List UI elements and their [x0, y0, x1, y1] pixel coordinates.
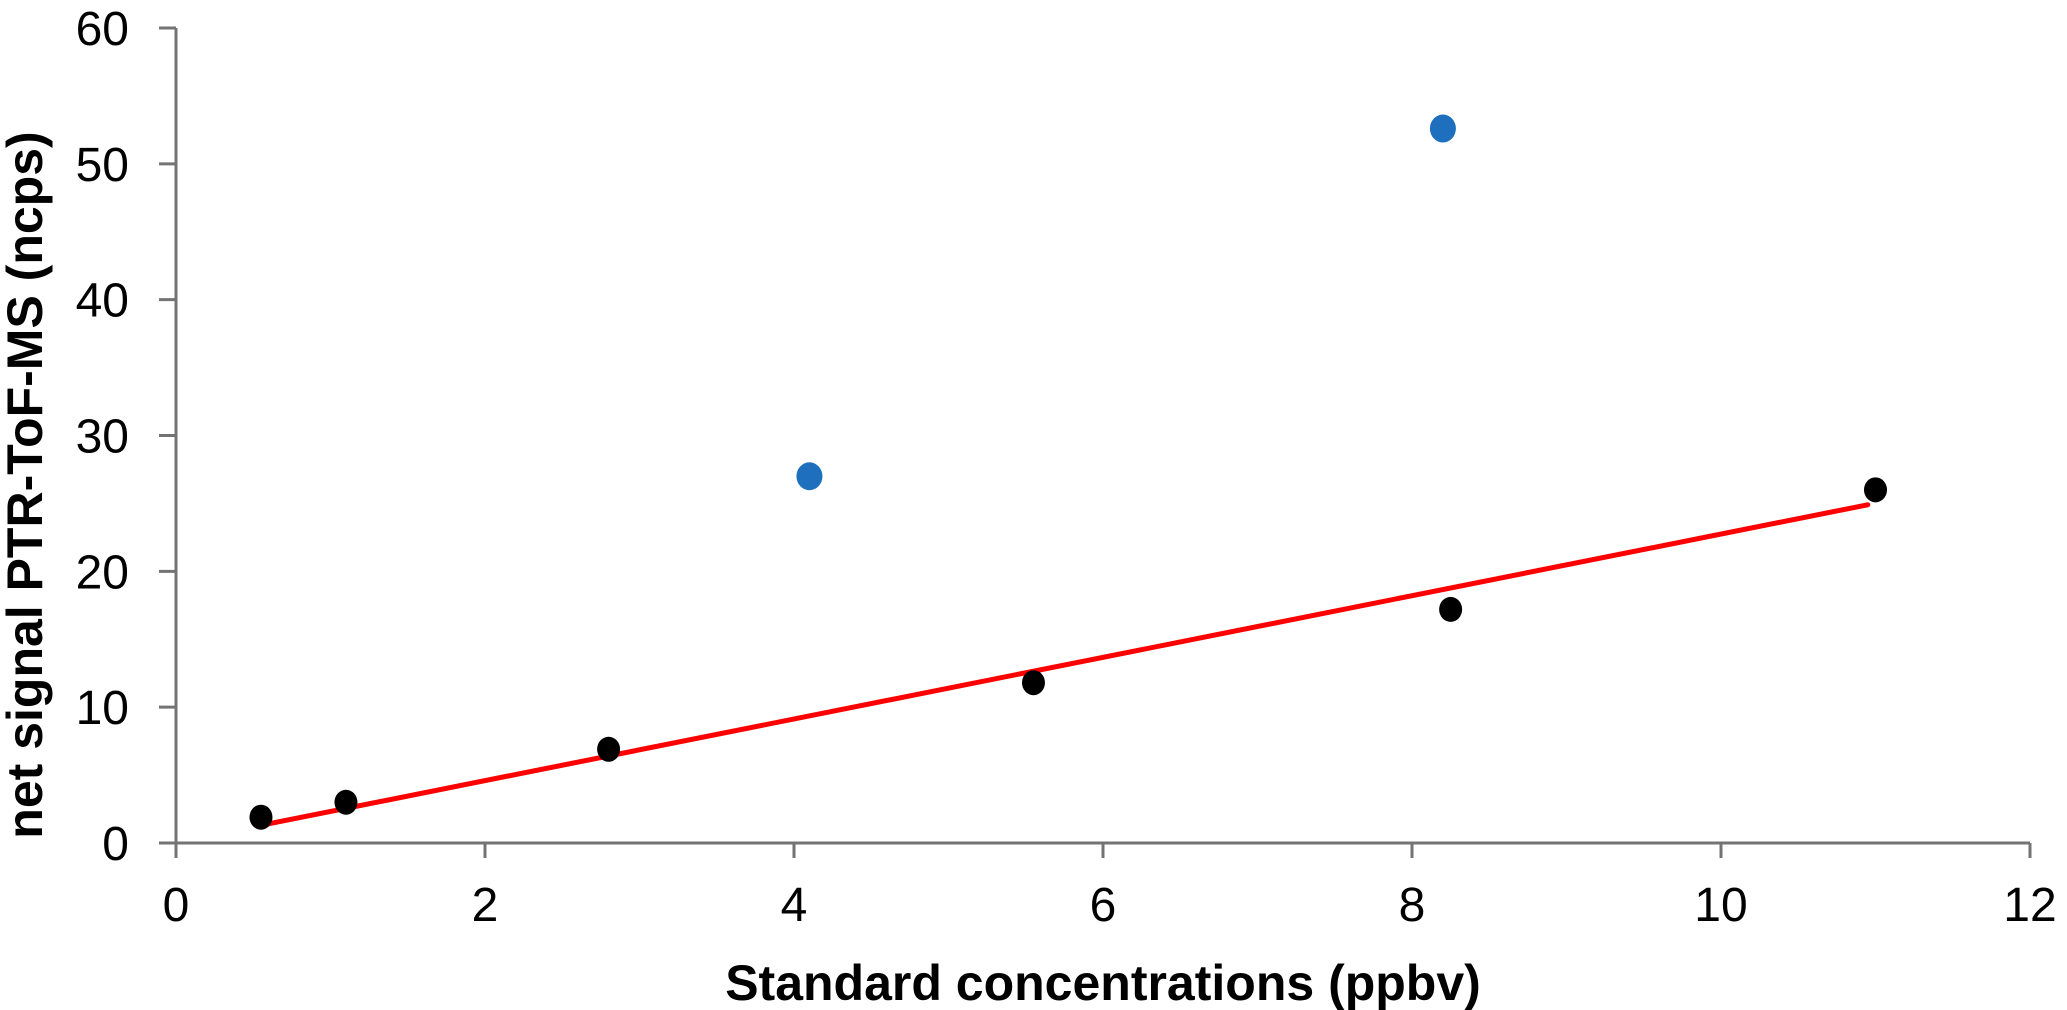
x-tick-label: 0	[163, 879, 190, 932]
trend-line	[258, 502, 1871, 828]
x-tick-label: 2	[472, 879, 499, 932]
data-point-calibration-standards	[1864, 477, 1887, 503]
data-point-calibration-standards	[1021, 670, 1045, 696]
ticks-layer	[159, 26, 2032, 858]
x-tick-label: 10	[1694, 879, 1747, 932]
x-tick-label: 4	[781, 879, 808, 932]
x-axis-title: Standard concentrations (ppbv)	[725, 955, 1481, 1010]
data-point-calibration-standards	[1439, 596, 1463, 622]
data-point-calibration-standards	[249, 804, 273, 830]
data-point-outlier-points	[796, 462, 823, 491]
marks-layer	[249, 114, 1887, 830]
y-tick-label: 50	[76, 139, 129, 192]
x-tick-label: 6	[1090, 879, 1117, 932]
y-tick-label: 40	[76, 275, 129, 328]
data-point-calibration-standards	[597, 736, 621, 762]
tick-labels-layer: 0 2 4 6 8 10 12 0 10 20 30 40 50 60	[76, 3, 2057, 932]
x-tick-label: 12	[2003, 879, 2056, 932]
y-tick-label: 10	[76, 682, 129, 735]
x-tick-label: 8	[1399, 879, 1426, 932]
y-axis-title: net signal PTR-ToF-MS (ncps)	[0, 131, 53, 838]
y-tick-label: 0	[102, 818, 129, 871]
y-tick-label: 20	[76, 546, 129, 599]
data-point-calibration-standards	[334, 789, 358, 815]
y-tick-label: 60	[76, 3, 129, 56]
y-tick-label: 30	[76, 411, 129, 464]
axes-layer	[174, 28, 2030, 845]
data-point-outlier-points	[1429, 114, 1456, 143]
